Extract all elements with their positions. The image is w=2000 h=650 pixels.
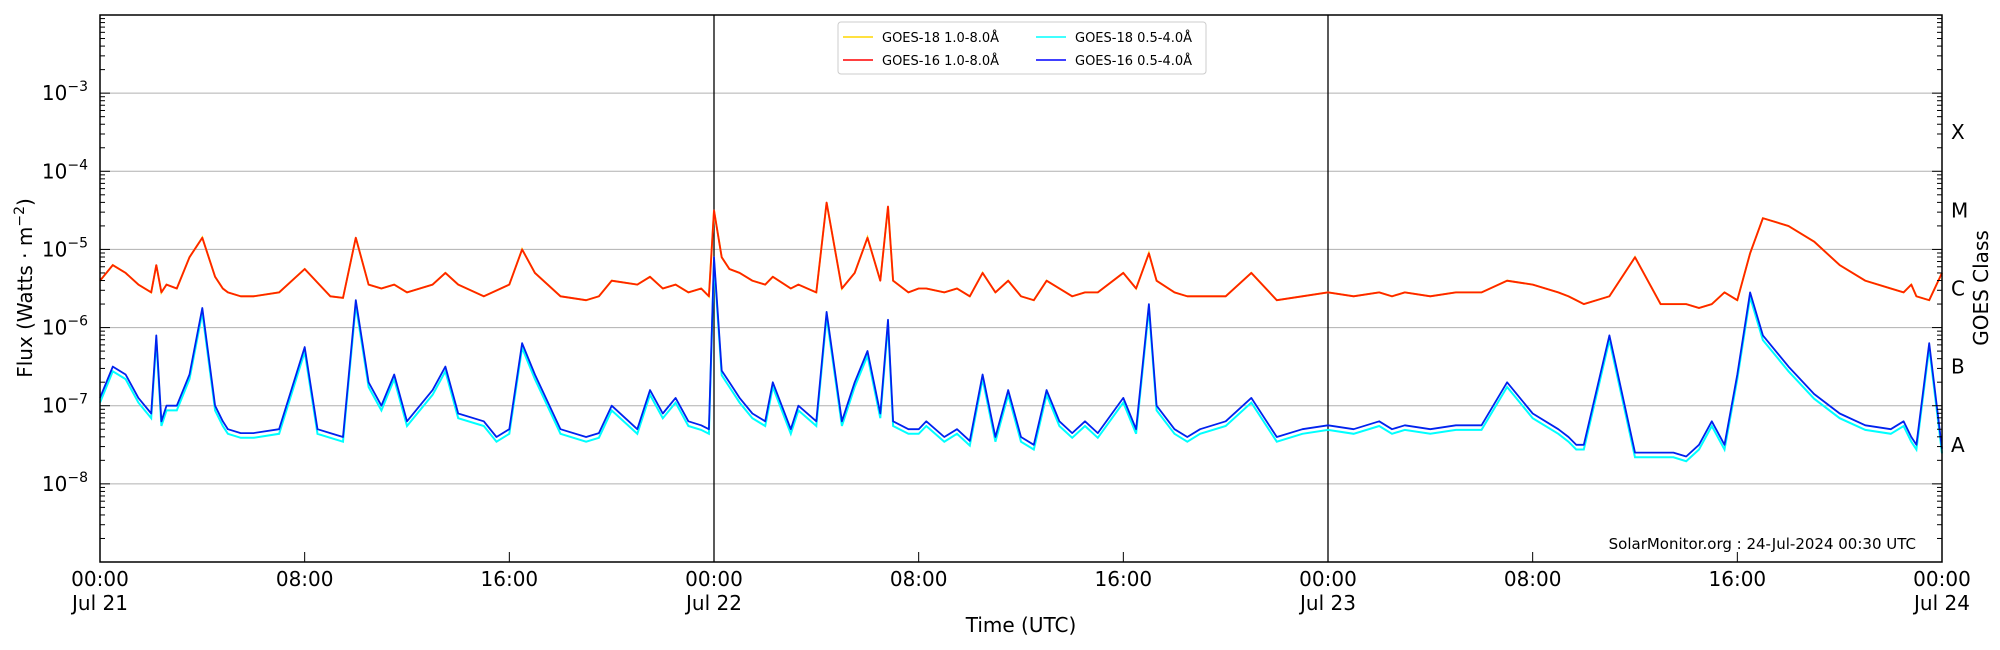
x-tick-label-time: 00:00 bbox=[1299, 567, 1357, 591]
series-lines bbox=[99, 201, 1943, 463]
credit-annotation: SolarMonitor.org : 24-Jul-2024 00:30 UTC bbox=[1609, 535, 1916, 553]
y-tick-label: 10−7 bbox=[42, 392, 88, 418]
goes-class-label: A bbox=[1951, 433, 1965, 457]
x-tick-label-time: 16:00 bbox=[1095, 567, 1153, 591]
legend: GOES-18 1.0-8.0Å GOES-18 0.5-4.0Å GOES-1… bbox=[837, 21, 1207, 75]
goes-class-labels: X M C B A bbox=[1951, 120, 1968, 457]
legend-label-goes16-short: GOES-16 0.5-4.0Å bbox=[1075, 53, 1192, 69]
x-tick-label-time: 08:00 bbox=[276, 567, 334, 591]
plot-frame bbox=[99, 14, 1943, 563]
y-tick-label: 10−8 bbox=[42, 470, 88, 496]
x-tick-label-time: 00:00 bbox=[1913, 567, 1971, 591]
x-tick-label-date: Jul 23 bbox=[1298, 591, 1356, 615]
y-axis-label: Flux (Watts · m−2) bbox=[12, 198, 37, 378]
y-axis-label-main: Flux (Watts · m bbox=[13, 227, 37, 378]
x-tick-label-date: Jul 24 bbox=[1912, 591, 1970, 615]
axis-ticks bbox=[99, 18, 1943, 563]
goes-class-label: C bbox=[1951, 277, 1965, 301]
series-goes18-long bbox=[99, 202, 1943, 310]
gridlines bbox=[100, 92, 1942, 485]
y-axis-right-label: GOES Class bbox=[1969, 230, 1993, 346]
x-tick-label-time: 00:00 bbox=[71, 567, 129, 591]
legend-label-goes18-long: GOES-18 1.0-8.0Å bbox=[882, 30, 999, 46]
legend-label-goes16-long: GOES-16 1.0-8.0Å bbox=[882, 53, 999, 69]
y-tick-label: 10−6 bbox=[42, 314, 88, 340]
goes-class-label: B bbox=[1951, 355, 1965, 379]
y-tick-label: 10−4 bbox=[42, 157, 88, 183]
goes-class-label: M bbox=[1951, 198, 1968, 222]
series-goes16-short bbox=[99, 256, 1943, 458]
x-tick-label-date: Jul 21 bbox=[70, 591, 128, 615]
goes-class-label: X bbox=[1951, 120, 1965, 144]
x-axis-label: Time (UTC) bbox=[965, 613, 1077, 637]
series-goes18-short bbox=[99, 261, 1943, 463]
series-goes16-long bbox=[99, 201, 1943, 309]
y-tick-label: 10−5 bbox=[42, 235, 88, 261]
x-tick-label-date: Jul 22 bbox=[684, 591, 742, 615]
x-tick-label-time: 16:00 bbox=[1709, 567, 1767, 591]
y-tick-labels: 10−3 10−4 10−5 10−6 10−7 10−8 bbox=[42, 79, 88, 496]
x-tick-label-time: 16:00 bbox=[481, 567, 539, 591]
y-tick-label: 10−3 bbox=[42, 79, 88, 105]
x-tick-label-time: 00:00 bbox=[685, 567, 743, 591]
y-axis-label-sup: −2 bbox=[12, 206, 28, 227]
legend-label-goes18-short: GOES-18 0.5-4.0Å bbox=[1075, 30, 1192, 46]
x-tick-label-time: 08:00 bbox=[1504, 567, 1562, 591]
legend-box bbox=[837, 21, 1207, 75]
x-tick-label-time: 08:00 bbox=[890, 567, 948, 591]
